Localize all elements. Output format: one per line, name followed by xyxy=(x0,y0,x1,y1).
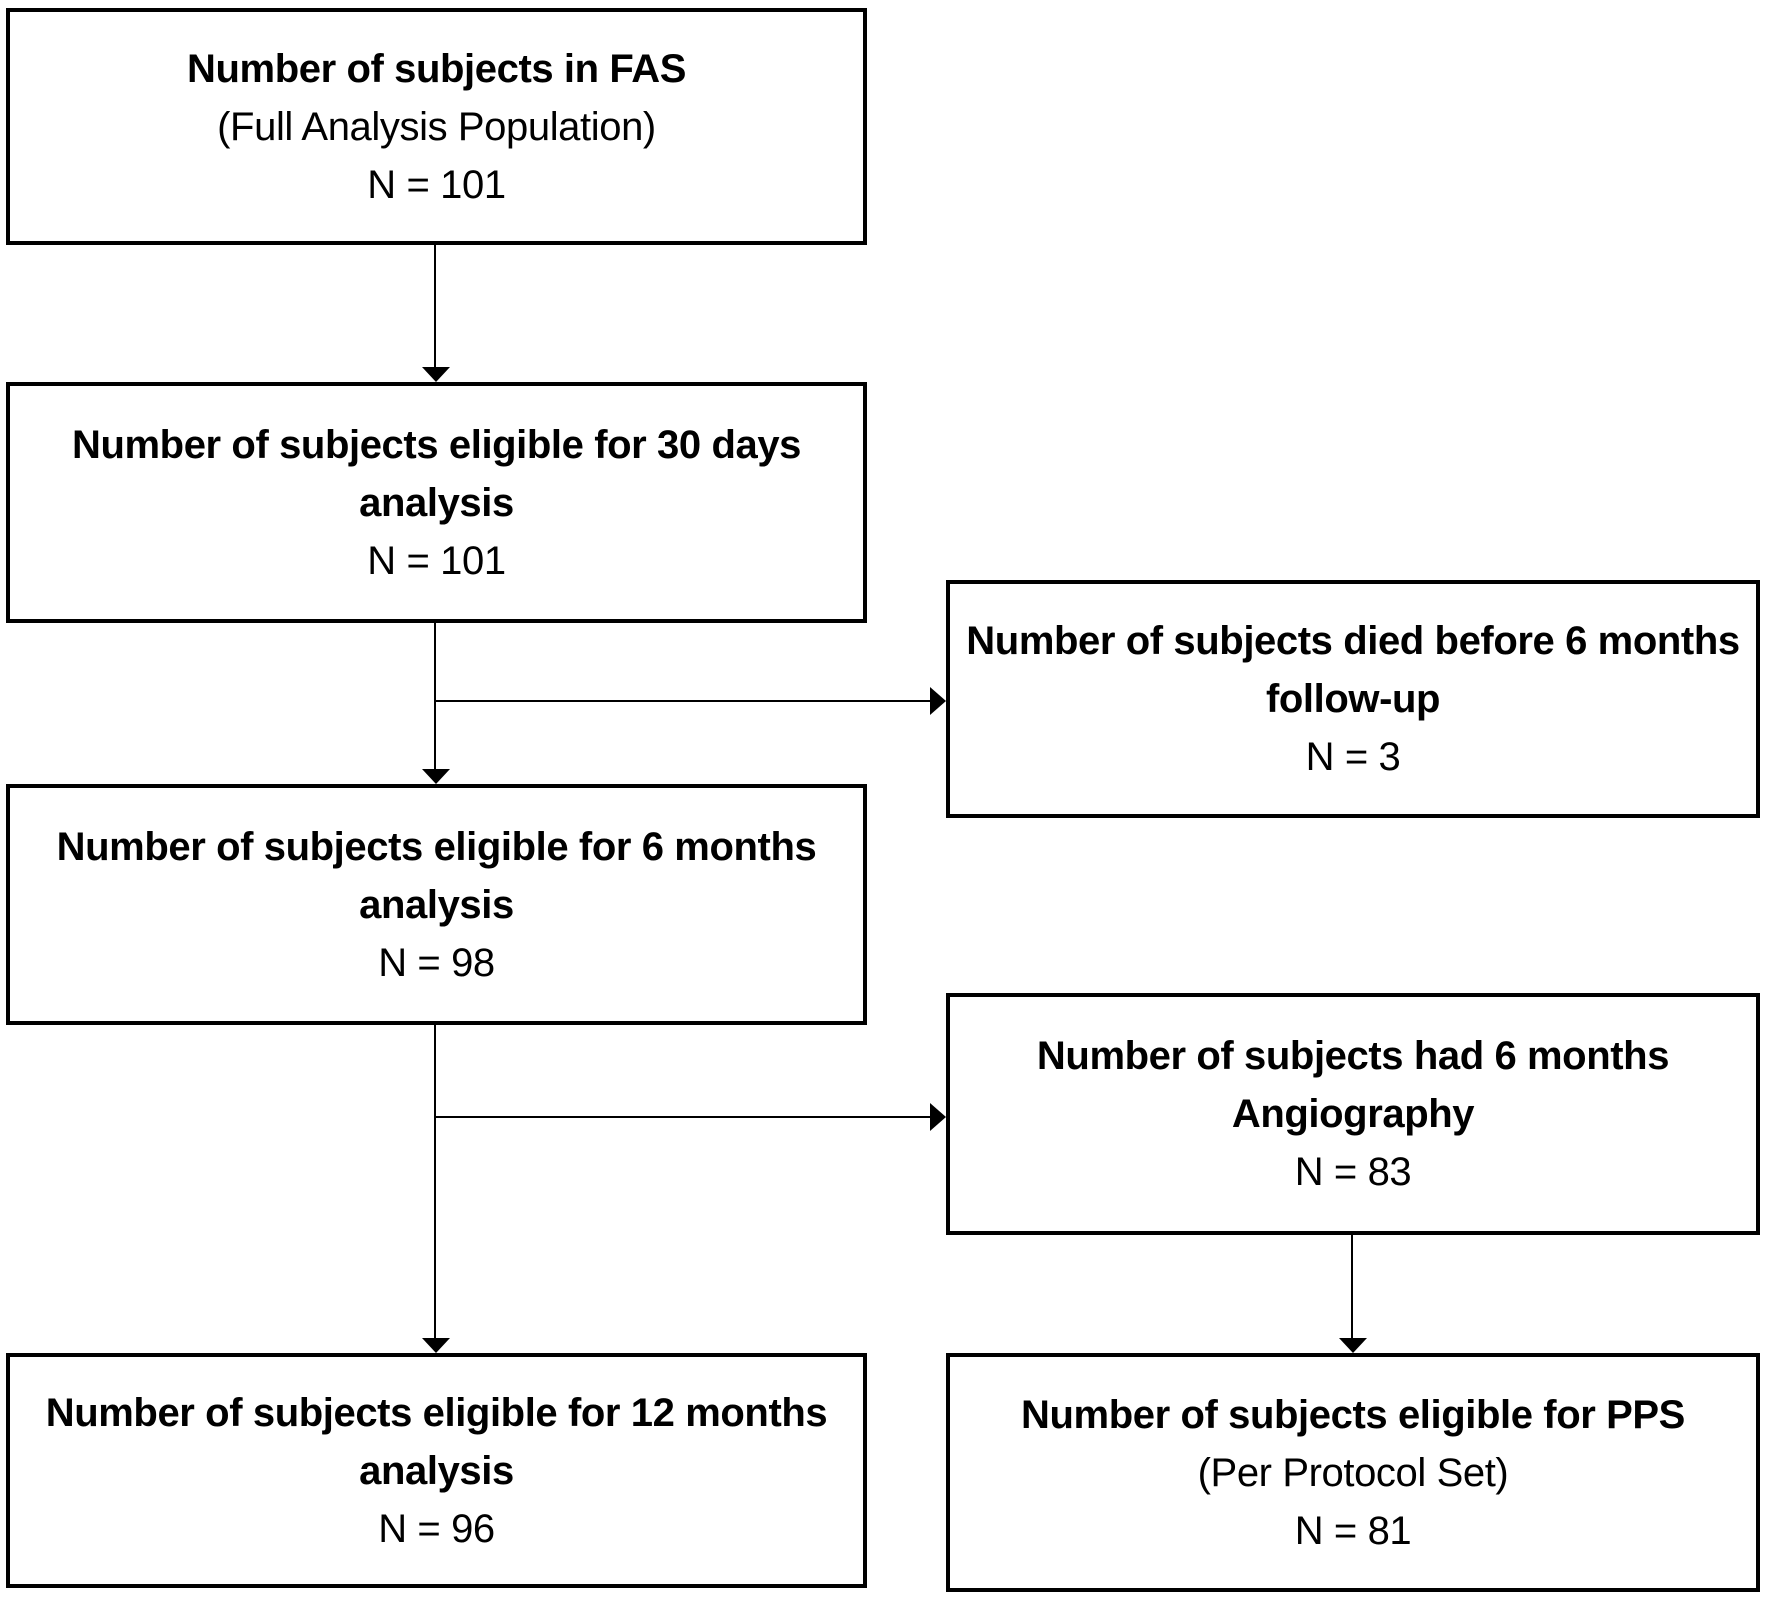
box-angiography-6-months: Number of subjects had 6 months Angiogra… xyxy=(946,993,1760,1235)
connector-branch-to-died xyxy=(435,700,930,702)
box-fas-title: Number of subjects in FAS xyxy=(187,46,686,91)
box-pps-title: Number of subjects eligible for PPS xyxy=(1021,1392,1685,1437)
box-pps: Number of subjects eligible for PPS (Per… xyxy=(946,1353,1760,1592)
arrowhead-branch-to-angiography xyxy=(930,1103,946,1131)
box-eligible-6-months: Number of subjects eligible for 6 months… xyxy=(6,784,867,1025)
box-died-title: Number of subjects died before 6 months xyxy=(966,619,1740,663)
arrowhead-branch-to-died xyxy=(930,687,946,715)
connector-fas-to-30days xyxy=(434,245,436,368)
arrowhead-fas-to-30days xyxy=(422,367,450,382)
box-pps-subtitle: (Per Protocol Set) xyxy=(1197,1450,1509,1495)
box-died-count: N = 3 xyxy=(1305,735,1401,779)
box-fas-subtitle: (Full Analysis Population) xyxy=(217,104,656,149)
box-fas-count: N = 101 xyxy=(367,162,506,207)
connector-branch-to-angiography xyxy=(435,1116,930,1118)
box-eligible-30-days-count: N = 101 xyxy=(367,538,506,583)
box-eligible-6-months-title: Number of subjects eligible for 6 months xyxy=(56,824,817,869)
arrowhead-30days-to-6months xyxy=(422,769,450,784)
connector-30days-to-6months xyxy=(434,623,436,770)
box-eligible-6-months-count: N = 98 xyxy=(378,940,495,985)
box-eligible-30-days-title: Number of subjects eligible for 30 days xyxy=(71,422,802,467)
connector-angiography-to-pps xyxy=(1351,1235,1353,1339)
box-eligible-30-days-title2: analysis xyxy=(359,480,514,525)
box-angiography-count: N = 83 xyxy=(1294,1150,1412,1194)
box-eligible-12-months-title: Number of subjects eligible for 12 month… xyxy=(45,1390,828,1435)
box-eligible-12-months: Number of subjects eligible for 12 month… xyxy=(6,1353,867,1588)
box-angiography-title2: Angiography xyxy=(1231,1092,1475,1136)
box-died-title2: follow-up xyxy=(1265,677,1441,721)
connector-6months-to-12months xyxy=(434,1025,436,1339)
arrowhead-6months-to-12months xyxy=(422,1338,450,1353)
box-pps-count: N = 81 xyxy=(1294,1508,1412,1553)
arrowhead-angiography-to-pps xyxy=(1339,1338,1367,1353)
box-fas: Number of subjects in FAS (Full Analysis… xyxy=(6,8,867,245)
box-eligible-30-days: Number of subjects eligible for 30 days … xyxy=(6,382,867,623)
box-eligible-6-months-title2: analysis xyxy=(359,882,514,927)
box-died-before-6-months: Number of subjects died before 6 months … xyxy=(946,580,1760,818)
box-angiography-title: Number of subjects had 6 months xyxy=(1036,1034,1670,1078)
box-eligible-12-months-count: N = 96 xyxy=(378,1506,495,1551)
box-eligible-12-months-title2: analysis xyxy=(359,1448,514,1493)
